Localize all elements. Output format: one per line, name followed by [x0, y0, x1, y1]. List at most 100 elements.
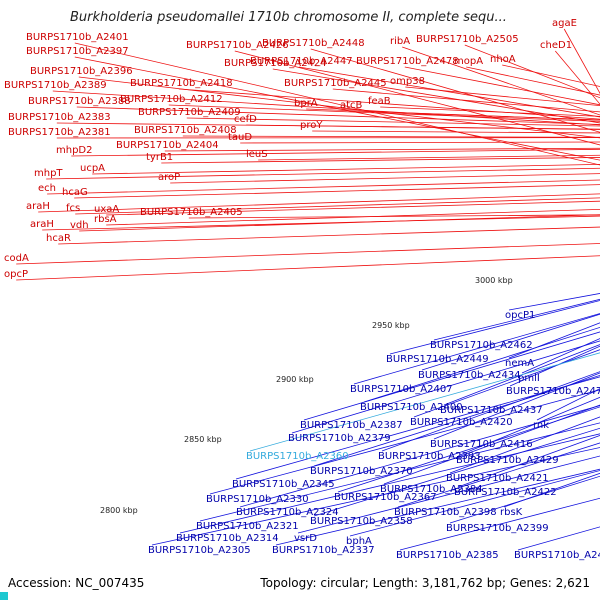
gene-label-forward[interactable]: BURPS1710b_A2424 — [224, 58, 327, 69]
leader-line-forward — [402, 46, 600, 116]
leader-line-forward — [554, 50, 600, 105]
gene-label-forward[interactable]: bprA — [294, 98, 318, 109]
gene-label-forward[interactable]: cheD1 — [540, 40, 572, 51]
gene-label-reverse[interactable]: BURPS1710b_A2449 — [386, 354, 489, 365]
leader-line-reverse — [521, 338, 600, 374]
gene-label-forward[interactable]: BURPS1710b_A2381 — [8, 127, 111, 138]
leader-line-forward — [240, 141, 600, 144]
gene-label-reverse[interactable]: BURPS1710b_A2370 — [310, 466, 413, 477]
gene-label-forward[interactable]: cefD — [234, 114, 257, 125]
gene-label-forward[interactable]: proY — [300, 120, 323, 131]
gene-label-forward[interactable]: BURPS1710b_A2388 — [28, 96, 131, 107]
gene-label-reverse[interactable]: rbsK — [500, 507, 523, 518]
gene-label-reverse[interactable]: BURPS1710b_A2387 — [300, 420, 403, 431]
gene-label-reverse[interactable]: vsrD — [294, 533, 317, 544]
gene-label-forward[interactable]: BURPS1710b_A2397 — [26, 46, 129, 57]
gene-label-reverse[interactable]: opcP1 — [505, 310, 535, 321]
gene-label-reverse[interactable]: BURPS1710b_A2429 — [456, 455, 559, 466]
gene-label-forward[interactable]: omp38 — [390, 76, 425, 87]
gene-label-reverse[interactable]: BURPS1710b_A2399 — [446, 523, 549, 534]
gene-label-forward[interactable]: feaB — [368, 96, 391, 107]
gene-label-forward[interactable]: BURPS1710b_A2418 — [130, 78, 233, 89]
leader-line-reverse — [413, 349, 600, 418]
gene-label-forward[interactable]: tyrB1 — [146, 152, 173, 163]
gene-label-reverse[interactable]: BURPS1710b_A2422 — [454, 487, 557, 498]
gene-label-forward[interactable]: BURPS1710b_A2478 — [356, 56, 459, 67]
gene-label-forward[interactable]: vdh — [70, 220, 89, 231]
gene-label-forward[interactable]: ech — [38, 183, 56, 194]
leader-line-forward — [234, 50, 600, 146]
gene-label-reverse[interactable]: BURPS1710b_A2393 — [378, 451, 481, 462]
gene-label-forward[interactable]: BURPS1710b_A2412 — [120, 94, 223, 105]
gene-label-forward[interactable]: BURPS1710b_A2389 — [4, 80, 107, 91]
gene-label-forward[interactable]: BURPS1710b_A2445 — [284, 78, 387, 89]
leader-line-forward — [106, 208, 600, 226]
gene-label-reverse[interactable]: BURPS1710b_A2324 — [236, 507, 339, 518]
gene-label-forward[interactable]: tauD — [228, 132, 252, 143]
gene-label-reverse[interactable]: BURPS1710b_A2398 — [394, 507, 497, 518]
gene-label-reverse[interactable]: BURPS1710b_A2421 — [446, 473, 549, 484]
gene-label-forward[interactable]: rbsA — [94, 214, 117, 225]
gene-label-forward[interactable]: ucpA — [80, 163, 105, 174]
gene-label-forward[interactable]: BURPS1710b_A2383 — [8, 112, 111, 123]
gene-label-reverse[interactable]: BURPS1710b_A2337 — [272, 545, 375, 556]
gene-label-forward[interactable]: BURPS1710b_A2409 — [138, 107, 241, 118]
gene-label-forward[interactable]: leuS — [246, 149, 268, 160]
gene-label-forward[interactable]: BURPS1710b_A2505 — [416, 34, 519, 45]
gene-label-reverse[interactable]: BURPS1710b_A2400 — [360, 402, 463, 413]
leader-line-reverse — [349, 470, 600, 537]
gene-label-forward[interactable]: uxaA — [94, 204, 119, 215]
gene-label-reverse[interactable]: pmlI — [518, 373, 540, 384]
leader-line-forward — [76, 106, 600, 125]
gene-label-reverse[interactable]: BURPS1710b_A2367 — [334, 492, 437, 503]
gene-label-forward[interactable]: BURPS1710b_A2448 — [262, 38, 365, 49]
gene-label-reverse[interactable]: BURPS1710b_A2385 — [396, 550, 499, 561]
gene-label-reverse[interactable]: bphA — [346, 536, 372, 547]
gene-label-reverse[interactable]: BURPS1710b_A2434 — [418, 370, 521, 381]
gene-label-reverse[interactable]: BURPS1710b_A2379 — [288, 433, 391, 444]
gene-label-reverse[interactable]: BURPS1710b_A2321 — [196, 521, 299, 532]
gene-label-reverse[interactable]: BURPS1710b_A2330 — [206, 494, 309, 505]
gene-label-reverse[interactable]: BURPS1710b_A2305 — [148, 545, 251, 556]
gene-label-forward[interactable]: codA — [4, 253, 29, 264]
leader-line-forward — [170, 173, 600, 184]
gene-label-forward[interactable]: araH — [30, 219, 54, 230]
leader-line-reverse — [275, 468, 600, 546]
leader-line-reverse — [508, 293, 600, 311]
gene-label-forward[interactable]: hcaG — [62, 187, 88, 198]
gene-label-reverse[interactable]: BURPS1710b_A2472 — [506, 386, 600, 397]
gene-label-reverse[interactable]: BURPS1710b_A2360 — [246, 451, 349, 462]
gene-label-forward[interactable]: ribA — [390, 36, 410, 47]
gene-label-forward[interactable]: opcP — [4, 269, 28, 280]
gene-label-forward[interactable]: mopA — [454, 56, 483, 67]
gene-label-reverse[interactable]: BURPS1710b_A2416 — [430, 439, 533, 450]
gene-label-forward[interactable]: BURPS1710b_A2447 — [250, 56, 353, 67]
gene-label-reverse[interactable]: BURPS1710b_A2345 — [232, 479, 335, 490]
gene-label-reverse[interactable]: BURPS1710b_A2423 — [514, 550, 600, 561]
gene-label-forward[interactable]: hcaR — [46, 233, 71, 244]
gene-label-reverse[interactable]: rnk — [533, 420, 549, 431]
gene-label-forward[interactable]: BURPS1710b_A2408 — [134, 125, 237, 136]
gene-label-reverse[interactable]: BURPS1710b_A2420 — [410, 417, 513, 428]
gene-label-forward[interactable]: agaE — [552, 18, 577, 29]
accession-text: Accession: NC_007435 — [8, 576, 145, 590]
gene-label-reverse[interactable]: BURPS1710b_A2384 — [380, 484, 483, 495]
gene-label-forward[interactable]: BURPS1710b_A2401 — [26, 32, 129, 43]
gene-label-forward[interactable]: BURPS1710b_A2426 — [186, 40, 289, 51]
gene-label-forward[interactable]: aroP — [158, 172, 180, 183]
gene-label-forward[interactable]: fcs — [66, 203, 80, 214]
gene-label-reverse[interactable]: BURPS1710b_A2462 — [430, 340, 533, 351]
gene-label-forward[interactable]: BURPS1710b_A2396 — [30, 66, 133, 77]
gene-label-reverse[interactable]: BURPS1710b_A2437 — [440, 405, 543, 416]
gene-label-forward[interactable]: araH — [26, 201, 50, 212]
gene-label-reverse[interactable]: nemA — [505, 358, 534, 369]
gene-label-forward[interactable]: mhpD2 — [56, 145, 93, 156]
gene-label-reverse[interactable]: BURPS1710b_A2358 — [310, 516, 413, 527]
gene-label-forward[interactable]: BURPS1710b_A2405 — [140, 207, 243, 218]
gene-label-forward[interactable]: atcB — [340, 100, 363, 111]
gene-label-reverse[interactable]: BURPS1710b_A2407 — [350, 384, 453, 395]
gene-label-forward[interactable]: nhoA — [490, 54, 516, 65]
gene-label-reverse[interactable]: BURPS1710b_A2314 — [176, 533, 279, 544]
gene-label-forward[interactable]: BURPS1710b_A2404 — [116, 140, 219, 151]
gene-label-forward[interactable]: mhpT — [34, 168, 63, 179]
